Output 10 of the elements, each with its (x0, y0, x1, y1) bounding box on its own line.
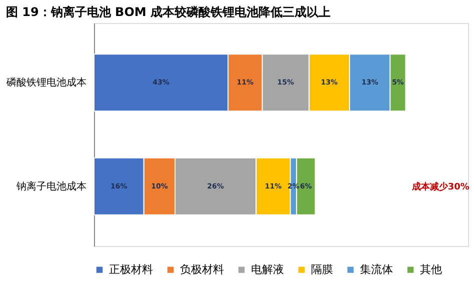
legend-label: 隔膜 (311, 262, 333, 276)
y-tick-label: 钠离子电池成本 (16, 180, 86, 192)
legend-label: 正极材料 (109, 262, 153, 276)
text: 成本减少30% (410, 181, 470, 192)
chart-title: 图 19：钠离子电池 BOM 成本较磷酸铁锂电池降低三成以上 (6, 5, 331, 19)
y-tick-label: 磷酸铁锂电池成本 (6, 76, 86, 89)
legend-label: 集流体 (360, 262, 393, 276)
legend-label: 其他 (420, 262, 442, 276)
legend-label: 电解液 (251, 262, 284, 276)
legend-label: 负极材料 (180, 262, 224, 276)
